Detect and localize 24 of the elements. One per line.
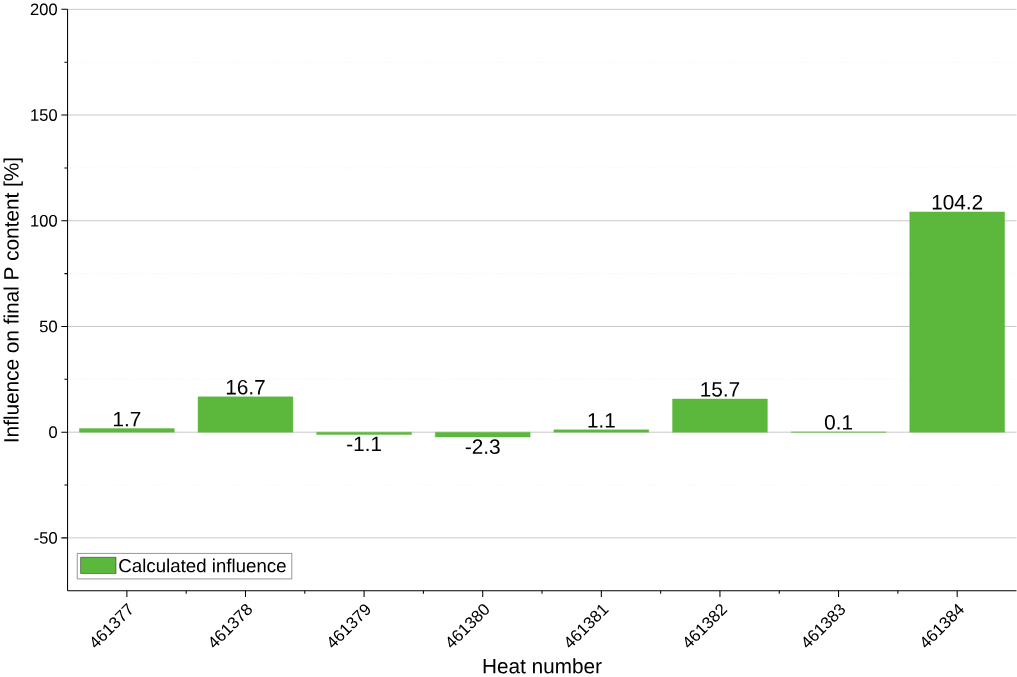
x-axis-title: Heat number: [483, 658, 602, 674]
data-label: 0.1: [824, 415, 852, 430]
bar: [909, 211, 1005, 433]
y-tick-label: -50: [34, 532, 57, 544]
y-tick-label: 200: [30, 3, 57, 16]
y-tick-label: 150: [31, 109, 57, 121]
y-tick-label: 50: [39, 320, 57, 333]
data-label: 16.7: [226, 379, 265, 395]
data-label: 1.1: [588, 413, 615, 428]
bar: [672, 398, 768, 433]
bar: [197, 396, 294, 433]
y-tick-label: 100: [31, 214, 57, 227]
y-tick-label: 0: [49, 426, 58, 439]
legend-label: Calculated influence: [119, 558, 286, 573]
bar: [79, 428, 175, 433]
data-label: -1.1: [347, 436, 381, 452]
y-axis-title: Influence on final P content [%]: [3, 158, 23, 442]
bar: [553, 429, 649, 433]
bar: [316, 432, 412, 435]
data-label: -2.3: [465, 439, 500, 455]
bar: [435, 432, 531, 438]
data-label: 1.7: [114, 412, 141, 427]
data-label: 15.7: [701, 382, 740, 397]
data-label: 104.2: [932, 194, 983, 210]
